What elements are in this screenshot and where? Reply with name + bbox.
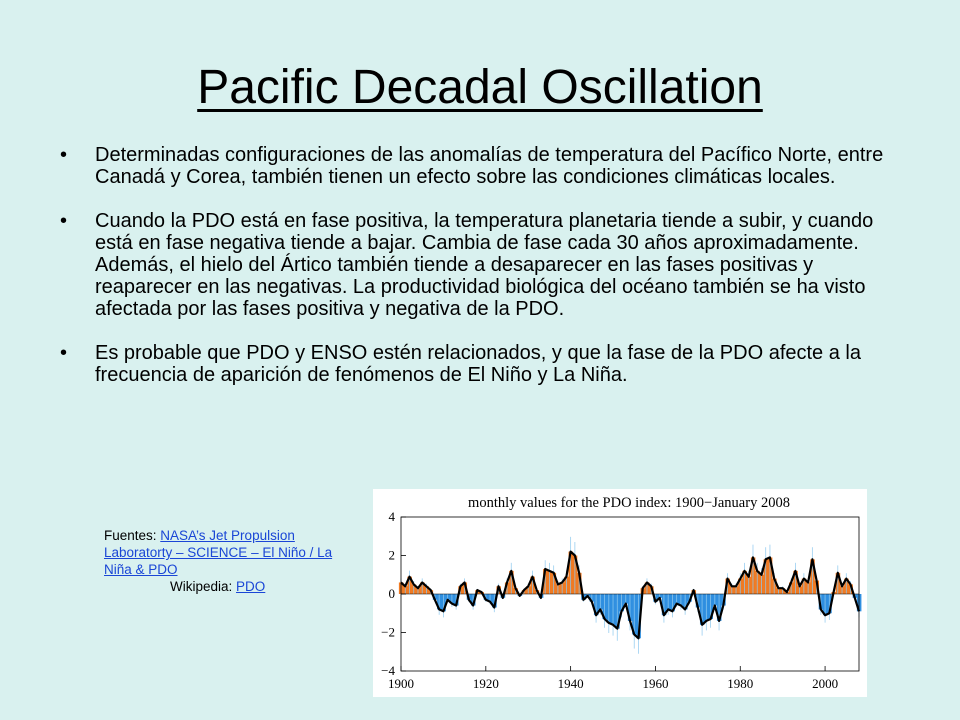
smoothed-line	[400, 550, 861, 640]
wikipedia-line: Wikipedia: PDO	[104, 578, 350, 595]
y-tick-label: −4	[381, 663, 395, 678]
plot-layer	[398, 536, 862, 654]
pdo-chart: monthly values for the PDO index: 1900−J…	[373, 489, 867, 697]
chart-title: monthly values for the PDO index: 1900−J…	[468, 495, 790, 511]
x-tick-label: 1940	[558, 676, 584, 691]
x-tick-label: 2000	[812, 676, 838, 691]
pdo-chart-svg: monthly values for the PDO index: 1900−J…	[381, 495, 862, 691]
bullet-text: Es probable que PDO y ENSO estén relacio…	[95, 342, 861, 386]
x-tick-label: 1960	[642, 676, 668, 691]
x-tick-label: 1900	[388, 676, 414, 691]
y-tick-label: 4	[389, 509, 396, 524]
sources-note: Fuentes: NASA’s Jet Propulsion Laborator…	[104, 527, 350, 595]
bullet-list: • Determinadas configuraciones de las an…	[60, 144, 910, 408]
x-tick-label: 1920	[473, 676, 499, 691]
pdo-wikipedia-link[interactable]: PDO	[236, 579, 266, 594]
slide-title: Pacific Decadal Oscillation	[197, 61, 763, 114]
y-tick-label: 2	[389, 548, 396, 563]
bullet-icon: •	[60, 144, 68, 166]
x-tick-label: 1980	[727, 676, 753, 691]
wikipedia-prefix: Wikipedia:	[170, 579, 237, 594]
bullet-text: Determinadas configuraciones de las anom…	[95, 144, 884, 188]
bullet-item: • Es probable que PDO y ENSO estén relac…	[60, 342, 910, 386]
bullet-item: • Determinadas configuraciones de las an…	[60, 144, 910, 188]
y-tick-label: 0	[389, 586, 396, 601]
bullet-text: Cuando la PDO está en fase positiva, la …	[95, 210, 874, 320]
bullet-icon: •	[60, 342, 68, 364]
sources-prefix: Fuentes:	[104, 528, 161, 543]
bullet-item: • Cuando la PDO está en fase positiva, l…	[60, 210, 910, 320]
nasa-jpl-link[interactable]: NASA’s Jet Propulsion Laboratorty – SCIE…	[104, 528, 333, 577]
bullet-icon: •	[60, 210, 68, 232]
y-tick-label: −2	[381, 625, 395, 640]
